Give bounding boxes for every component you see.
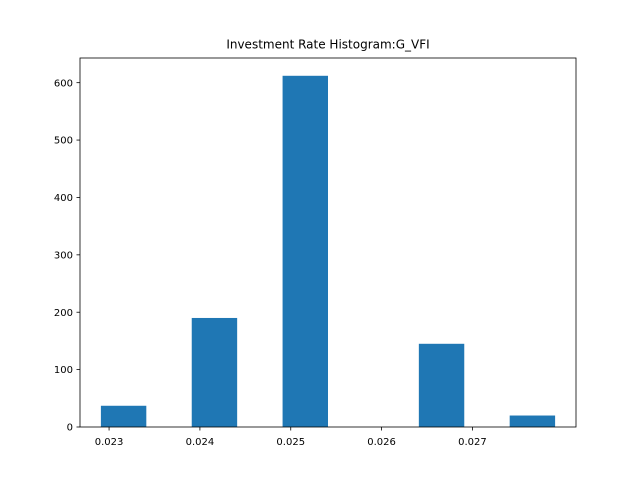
y-tick-label: 600 — [54, 78, 73, 89]
histogram-bar-9 — [509, 415, 556, 427]
histogram-bar-7 — [418, 343, 465, 427]
histogram-bar-0 — [100, 405, 147, 427]
y-tick-label: 400 — [54, 193, 73, 204]
y-tick-label: 500 — [54, 136, 73, 147]
x-tick-label: 0.027 — [458, 437, 487, 448]
y-axis-ticks: 0 100 200 300 400 500 600 — [54, 78, 80, 434]
histogram-bar-4 — [282, 75, 328, 428]
histogram-bar-2 — [191, 317, 238, 427]
y-tick-label: 200 — [54, 308, 73, 319]
x-axis-ticks: 0.023 0.024 0.025 0.026 0.027 — [95, 427, 487, 448]
y-tick-label: 100 — [54, 365, 73, 376]
y-tick-label: 0 — [67, 423, 73, 434]
plot-frame — [79, 57, 577, 428]
y-tick-label: 300 — [54, 250, 73, 261]
bars-group — [100, 75, 556, 428]
chart-title: Investment Rate Histogram:G_VFI — [226, 38, 429, 52]
x-tick-label: 0.024 — [186, 437, 215, 448]
x-tick-label: 0.026 — [367, 437, 396, 448]
x-tick-label: 0.025 — [276, 437, 305, 448]
x-tick-label: 0.023 — [95, 437, 124, 448]
